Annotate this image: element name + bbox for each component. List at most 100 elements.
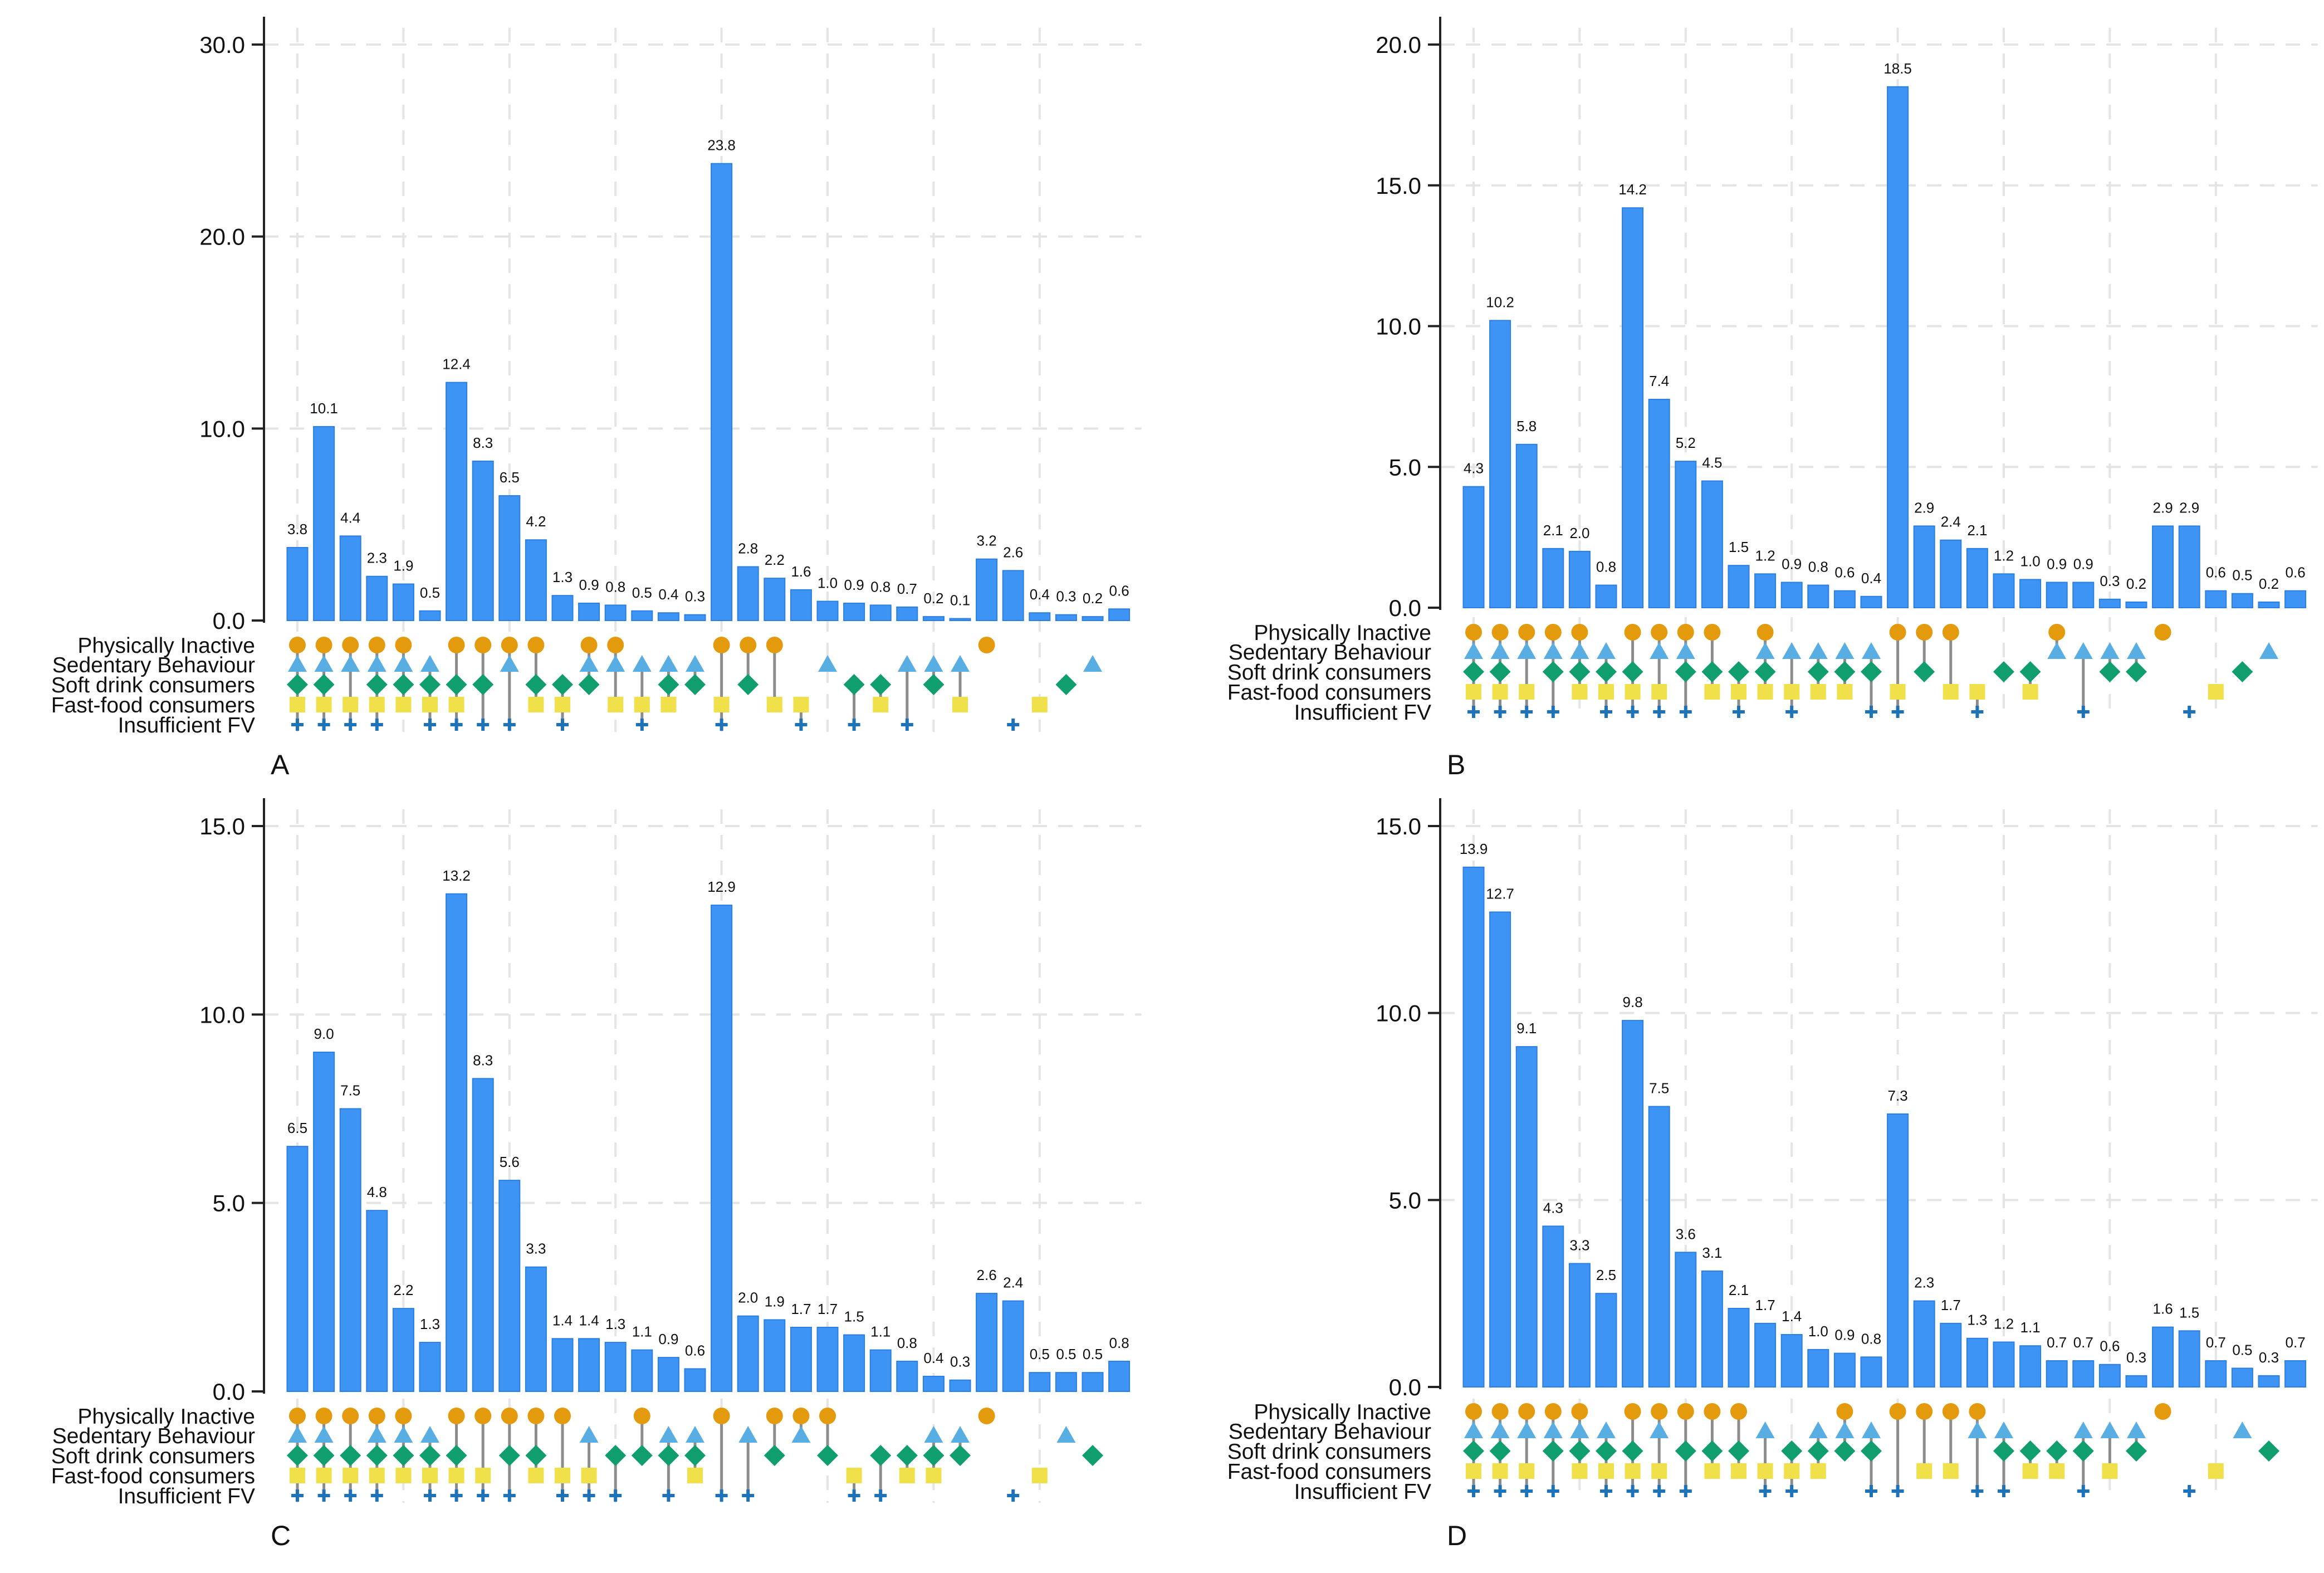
value-label: 2.0 [738, 1289, 758, 1306]
value-label: 9.0 [314, 1025, 334, 1042]
square-icon [1031, 697, 1048, 712]
square-icon [1519, 684, 1535, 700]
panel-label: D [1447, 1520, 1467, 1551]
bar [446, 893, 468, 1393]
bar [2231, 1367, 2253, 1388]
triangle-icon [738, 1426, 758, 1443]
triangle-icon [1597, 1421, 1616, 1438]
bar [1542, 1225, 1564, 1388]
value-label: 1.0 [818, 575, 838, 592]
plus-icon [1520, 1485, 1533, 1497]
square-icon [1784, 1463, 1800, 1479]
circle-icon [474, 637, 492, 653]
value-label: 0.9 [844, 577, 864, 593]
value-label: 1.4 [579, 1312, 599, 1328]
bar [2072, 1360, 2095, 1388]
matrix-label-physically_inactive: Physically Inactive [77, 634, 255, 658]
bar [1940, 1322, 1962, 1388]
diamond-icon [870, 674, 892, 695]
square-icon [2022, 684, 2038, 700]
bar [2072, 582, 2095, 609]
value-label: 0.8 [1109, 1335, 1129, 1351]
triangle-icon [686, 655, 704, 672]
circle-icon [1942, 624, 1959, 641]
triangle-icon [394, 1426, 413, 1443]
triangle-icon [924, 1426, 943, 1443]
square-icon [1731, 684, 1746, 700]
y-tick-label: 0.0 [1389, 1374, 1421, 1400]
value-label: 1.0 [1808, 1323, 1828, 1340]
y-tick-label: 0.0 [1389, 595, 1421, 621]
y-tick-label: 10.0 [1376, 314, 1421, 340]
plus-icon [1733, 706, 1745, 718]
square-icon [793, 697, 809, 712]
value-label: 2.4 [1003, 1274, 1023, 1291]
triangle-icon [1782, 642, 1802, 659]
square-icon [1837, 684, 1853, 700]
bar [2098, 598, 2121, 608]
plus-icon [477, 719, 490, 731]
circle-icon [501, 1408, 518, 1424]
circle-icon [713, 637, 730, 653]
bar [711, 905, 733, 1392]
bar [922, 616, 945, 622]
bar [1780, 1334, 1803, 1388]
value-label: 0.3 [685, 588, 705, 605]
triangle-icon [1543, 642, 1563, 659]
bar [737, 566, 759, 622]
square-icon [395, 697, 412, 712]
value-label: 10.1 [310, 400, 338, 417]
value-label: 2.4 [1941, 514, 1961, 530]
panel-label: C [271, 1520, 291, 1551]
plus-icon [317, 1489, 330, 1502]
triangle-icon [659, 1426, 678, 1443]
value-label: 1.5 [2179, 1304, 2199, 1321]
circle-icon [580, 637, 598, 653]
circle-icon [819, 1408, 836, 1424]
plus-icon [1547, 706, 1559, 718]
value-label: 13.9 [1460, 841, 1488, 857]
triangle-icon [951, 1426, 970, 1443]
value-label: 0.3 [1056, 588, 1076, 605]
diamond-icon [2232, 661, 2253, 682]
bar [869, 604, 892, 621]
plus-icon [2183, 706, 2196, 718]
diamond-icon [1834, 1440, 1856, 1462]
plus-icon [715, 719, 728, 731]
bar [2284, 1360, 2307, 1388]
value-label: 0.1 [950, 592, 970, 609]
bar [1701, 1270, 1723, 1388]
plus-icon [1679, 706, 1692, 718]
value-label: 5.8 [1516, 418, 1537, 434]
plus-icon [1007, 719, 1020, 731]
diamond-icon [446, 674, 467, 695]
value-label: 0.3 [2259, 1349, 2279, 1366]
diamond-icon [1701, 1440, 1723, 1462]
bar [1108, 608, 1131, 621]
circle-icon [1465, 624, 1482, 641]
plus-icon [2183, 1485, 2196, 1497]
bar [976, 558, 998, 621]
bar [1780, 582, 1803, 609]
bar [949, 1379, 971, 1392]
value-label: 0.4 [923, 1350, 943, 1366]
triangle-icon [2127, 642, 2146, 659]
value-label: 1.7 [818, 1301, 838, 1317]
bar [1675, 1252, 1697, 1388]
diamond-icon [1622, 661, 1643, 682]
bar [551, 1338, 574, 1392]
circle-icon [1491, 624, 1509, 641]
square-icon [1031, 1468, 1048, 1483]
value-label: 0.5 [2232, 567, 2252, 584]
value-label: 3.3 [1569, 1237, 1589, 1253]
circle-icon [474, 1408, 492, 1424]
diamond-icon [366, 1445, 388, 1466]
value-label: 0.9 [2073, 556, 2093, 573]
bar [366, 1210, 388, 1392]
diamond-icon [2019, 661, 2041, 682]
value-label: 1.2 [1755, 547, 1775, 564]
circle-icon [289, 637, 306, 653]
square-icon [1492, 684, 1508, 700]
value-label: 2.1 [1543, 522, 1563, 539]
